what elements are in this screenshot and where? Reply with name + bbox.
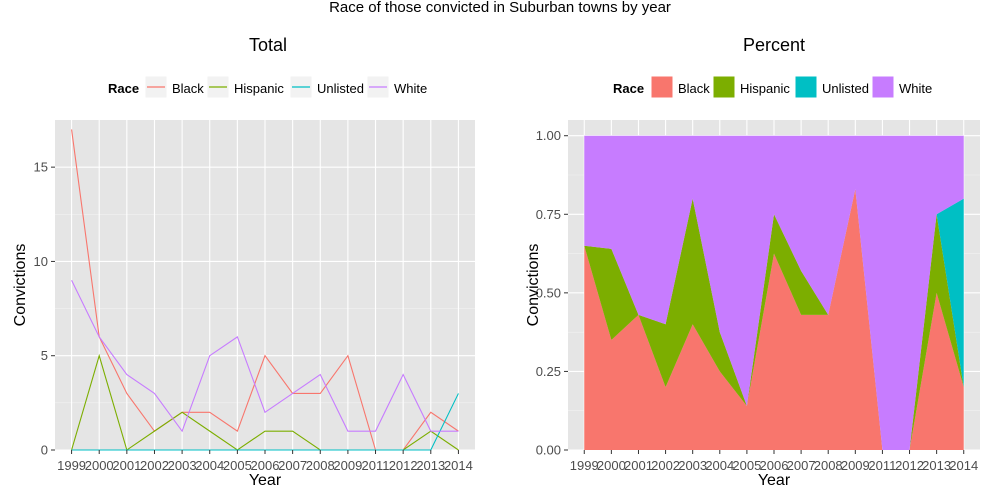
- legend-key-white: [871, 75, 895, 99]
- legend-label: Unlisted: [822, 81, 869, 96]
- x-tick-label: 2002: [140, 458, 169, 473]
- legend-label: Hispanic: [234, 81, 284, 96]
- panel-percent: Percent Race Black Hispanic Unlisted White 0.0…: [525, 35, 980, 489]
- x-tick-label: 2007: [278, 458, 307, 473]
- x-tick-label: 2011: [868, 458, 896, 473]
- legend-label: Black: [172, 81, 204, 96]
- x-tick-label: 2002: [651, 458, 680, 473]
- y-tick-label: 15: [34, 160, 48, 175]
- legend-label: Unlisted: [317, 81, 364, 96]
- x-tick-label: 2014: [444, 458, 473, 473]
- y-tick-label: 0.75: [536, 207, 561, 222]
- x-tick-label: 2013: [922, 458, 951, 473]
- y-axis-title: Convictions: [525, 244, 542, 327]
- x-tick-label: 2009: [841, 458, 870, 473]
- x-tick-label: 2006: [251, 458, 280, 473]
- x-tick-label: 2003: [678, 458, 707, 473]
- legend-label: White: [394, 81, 427, 96]
- x-tick-label: 2001: [624, 458, 653, 473]
- legend-swatch: [712, 75, 736, 99]
- figure-title: Race of those convicted in Suburban town…: [329, 0, 671, 16]
- series-area-black: [584, 189, 964, 450]
- panel-title: Percent: [743, 35, 805, 55]
- x-tick-label: 2006: [760, 458, 789, 473]
- x-tick-label: 2000: [85, 458, 114, 473]
- x-tick-label: 2003: [168, 458, 197, 473]
- y-tick-label: 0.25: [536, 364, 561, 379]
- y-axis-title: Convictions: [12, 244, 29, 327]
- panel-total: Total Race Black Hispanic Unlisted White 0 5 10 1…: [12, 35, 475, 489]
- legend-swatch: [871, 75, 895, 99]
- legend-key-black: [144, 75, 168, 99]
- legend-swatch: [650, 75, 674, 99]
- legend-title: Race: [613, 81, 644, 96]
- y-tick-label: 5: [41, 348, 48, 363]
- legend-key-hispanic: [712, 75, 736, 99]
- x-tick-label: 2004: [195, 458, 224, 473]
- legend-key-white: [366, 75, 390, 99]
- legend-key-unlisted: [289, 75, 313, 99]
- x-tick-label: 2009: [333, 458, 362, 473]
- x-tick-label: 2004: [705, 458, 734, 473]
- series-area-white: [584, 135, 964, 450]
- x-axis-title: Year: [249, 472, 282, 489]
- x-tick-label: 2001: [112, 458, 141, 473]
- legend-key-black: [650, 75, 674, 99]
- y-tick-label: 0.50: [536, 285, 561, 300]
- x-tick-label: 2008: [306, 458, 335, 473]
- legend-key-hispanic: [206, 75, 230, 99]
- legend-label: Hispanic: [740, 81, 790, 96]
- x-tick-label: 1999: [570, 458, 599, 473]
- y-tick-label: 10: [34, 254, 48, 269]
- x-tick-label: 2013: [416, 458, 445, 473]
- legend-title: Race: [108, 81, 139, 96]
- x-tick-label: 2005: [732, 458, 761, 473]
- legend-key-unlisted: [794, 75, 818, 99]
- x-tick-label: 2008: [814, 458, 843, 473]
- x-tick-label: 2011: [362, 458, 390, 473]
- legend-label: Black: [678, 81, 710, 96]
- x-tick-label: 2012: [895, 458, 924, 473]
- y-tick-label: 1.00: [536, 128, 561, 143]
- panel-title: Total: [249, 35, 287, 55]
- y-tick-label: 0.00: [536, 443, 561, 458]
- x-tick-label: 2012: [389, 458, 418, 473]
- series-area-hispanic: [584, 189, 964, 450]
- x-tick-label: 2005: [223, 458, 252, 473]
- x-tick-label: 1999: [57, 458, 86, 473]
- legend-label: White: [899, 81, 932, 96]
- x-tick-label: 2007: [787, 458, 816, 473]
- y-tick-label: 0: [41, 443, 48, 458]
- series-line-white: [71, 280, 459, 433]
- x-tick-label: 2014: [949, 458, 978, 473]
- x-tick-label: 2000: [597, 458, 626, 473]
- legend-swatch: [794, 75, 818, 99]
- x-axis-title: Year: [758, 472, 791, 489]
